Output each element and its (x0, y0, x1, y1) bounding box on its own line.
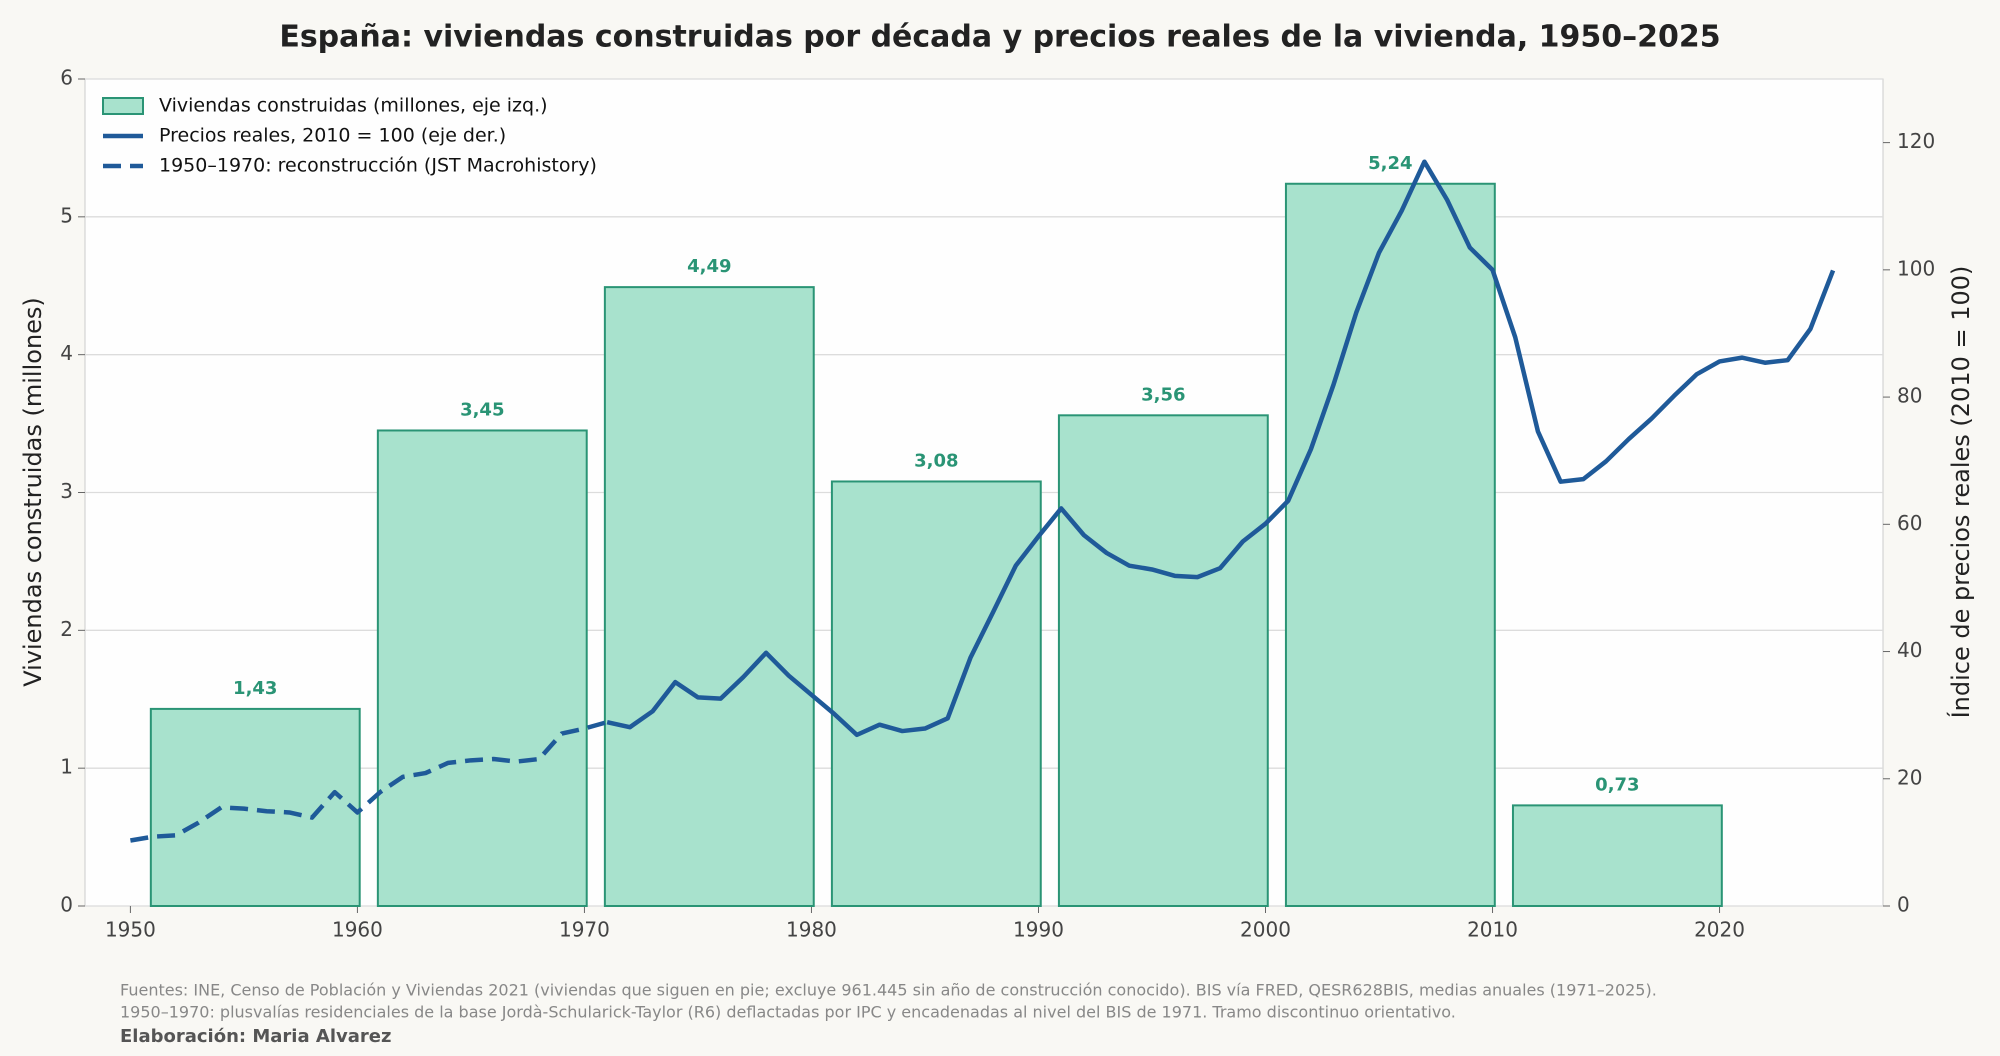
y-tick-label: 1 (60, 755, 73, 779)
bar (1284, 182, 1496, 907)
footer-source: 1950–1970: plusvalías residenciales de l… (120, 1003, 1456, 1022)
y2-tick-label: 0 (1897, 893, 1910, 917)
chart-title: España: viviendas construidas por década… (279, 20, 1720, 55)
legend-swatch (102, 97, 144, 115)
x-tick-label: 1990 (1013, 918, 1064, 942)
y2-tick-label: 40 (1897, 638, 1922, 662)
value-label: 3,45 (460, 399, 504, 420)
value-label: 5,24 (1368, 153, 1412, 174)
legend-label: Viviendas construidas (millones, eje izq… (159, 95, 548, 117)
x-tick-label: 1970 (559, 918, 610, 942)
x-tick-label: 1980 (786, 918, 837, 942)
footer-source: Fuentes: INE, Censo de Población y Vivie… (120, 981, 1657, 1000)
bar (830, 480, 1042, 907)
x-tick-label: 2000 (1240, 918, 1291, 942)
value-label: 3,56 (1141, 384, 1185, 405)
footer-credit: Elaboración: Maria Alvarez (120, 1026, 391, 1047)
y2-axis-label: Índice de precios reales (2010 = 100) (1946, 266, 1975, 719)
bar (149, 707, 361, 907)
value-label: 3,08 (914, 450, 958, 471)
x-tick-label: 1950 (105, 918, 156, 942)
x-tick-label: 1960 (332, 918, 383, 942)
legend-label: Precios reales, 2010 = 100 (eje der.) (159, 125, 506, 147)
y2-tick-label: 80 (1897, 384, 1922, 408)
bar (1057, 414, 1269, 907)
y2-tick-label: 100 (1897, 256, 1935, 280)
bar (1511, 804, 1723, 907)
bar (603, 286, 815, 907)
y-tick-label: 3 (60, 479, 73, 503)
y-tick-label: 6 (60, 66, 73, 90)
price-line (606, 159, 1836, 738)
value-label: 1,43 (233, 678, 277, 699)
y2-tick-label: 120 (1897, 129, 1935, 153)
y-axis-label: Viviendas construidas (millones) (19, 297, 47, 687)
value-label: 4,49 (687, 256, 731, 277)
y-tick-label: 0 (60, 893, 73, 917)
legend-label: 1950–1970: reconstrucción (JST Macrohist… (159, 155, 597, 177)
y-tick-label: 2 (60, 617, 73, 641)
price-line (130, 719, 608, 843)
bar (376, 429, 588, 907)
y-tick-label: 5 (60, 203, 73, 227)
x-tick-label: 2020 (1694, 918, 1745, 942)
value-label: 0,73 (1595, 774, 1639, 795)
y-tick-label: 4 (60, 341, 73, 365)
y2-tick-label: 60 (1897, 511, 1922, 535)
x-tick-label: 2010 (1467, 918, 1518, 942)
y2-tick-label: 20 (1897, 765, 1922, 789)
